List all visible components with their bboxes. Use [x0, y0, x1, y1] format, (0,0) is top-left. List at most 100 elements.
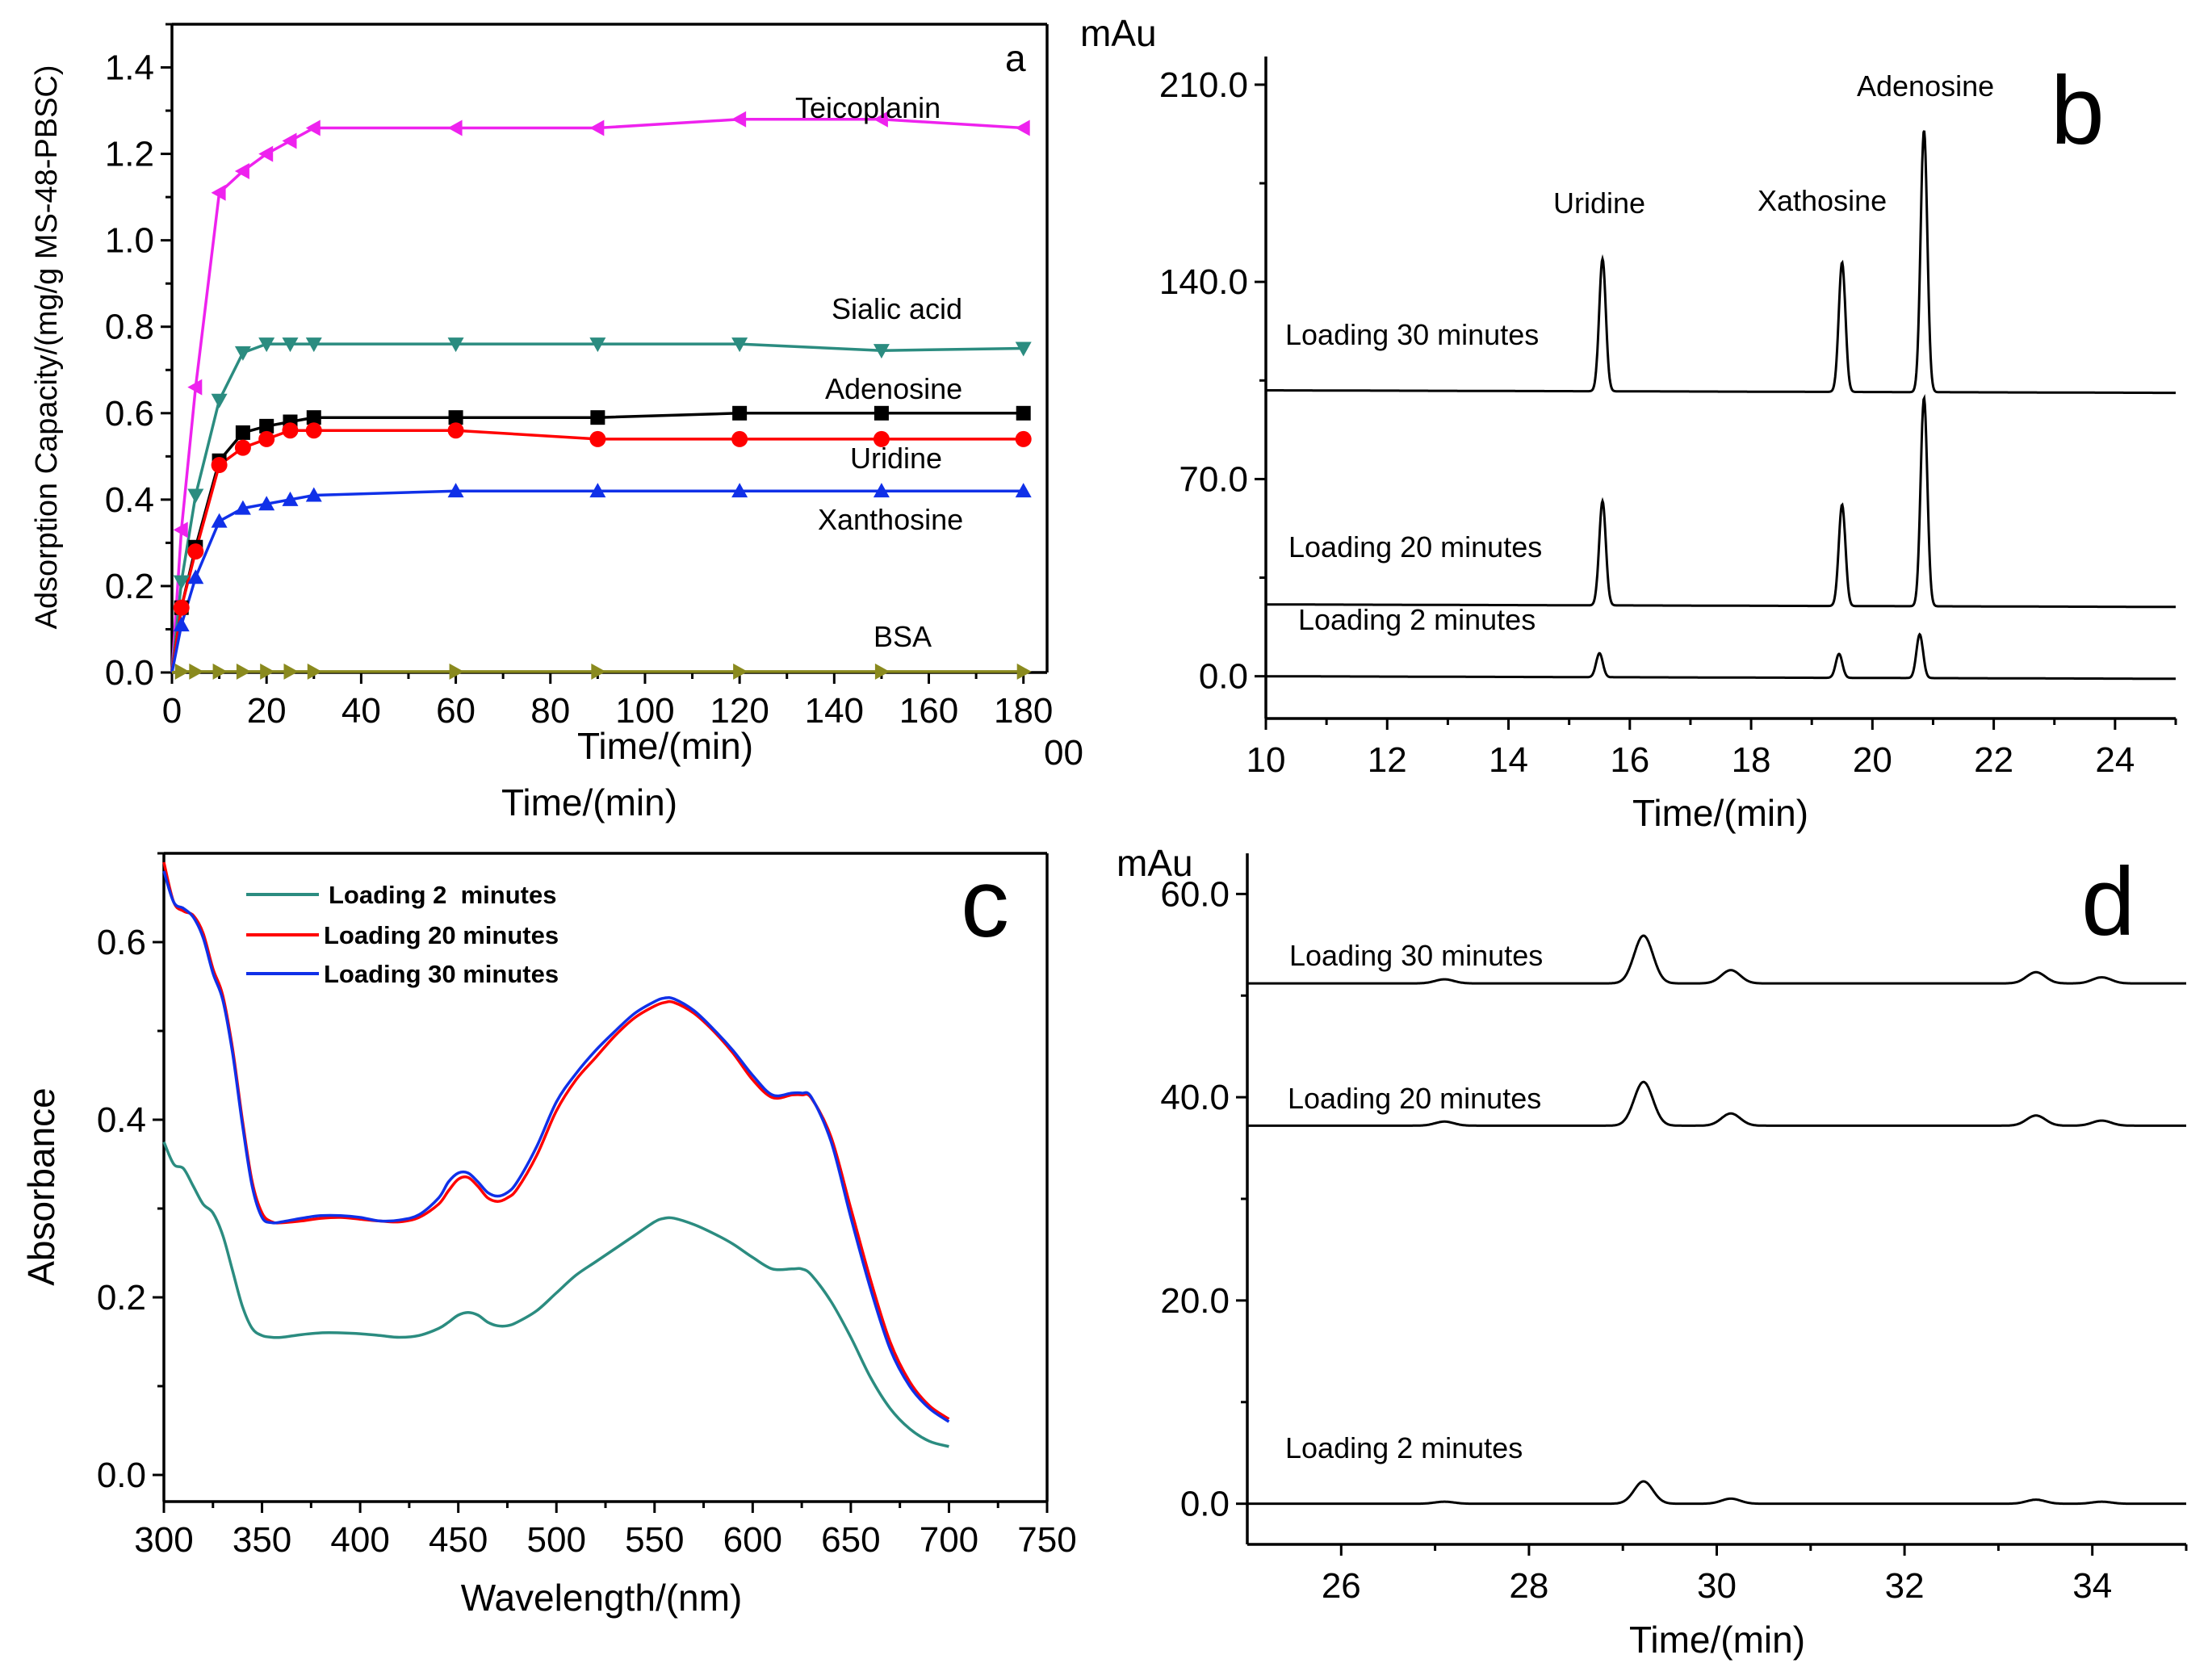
- marker-sialic-acid: [305, 337, 322, 353]
- y-tick-label: 1.4: [105, 48, 154, 88]
- x-tick-label: 300: [134, 1520, 193, 1560]
- marker-uridine: [589, 430, 606, 447]
- x-tick-label: 20: [247, 691, 287, 731]
- marker-xanthosine: [258, 496, 275, 511]
- panel-b-traces: [1266, 130, 2176, 681]
- series-label-adenosine: Adenosine: [825, 372, 962, 405]
- marker-teicoplanin: [282, 132, 297, 149]
- trace-label-loading-2-minutes: Loading 2 minutes: [1298, 603, 1536, 636]
- panel-a: 0 20 40 60 80 100 120 140 160 180 0.0 0.2 0.4 0.6 0.8 1…: [30, 23, 1083, 823]
- x-tick-label: 400: [330, 1520, 389, 1560]
- panel-c: 300 350 400 450 500 550 600 650 700 750 0.0 0.2 0.4 0…: [20, 849, 1077, 1619]
- panel-c-x-title: Wavelength/(nm): [461, 1577, 743, 1619]
- marker-sialic-acid: [731, 337, 748, 353]
- spectrum-loading-30-minutes: [162, 870, 950, 1423]
- marker-uridine: [731, 430, 748, 447]
- y-tick-label: 0.0: [105, 653, 154, 693]
- panel-c-spectra: [162, 861, 950, 1448]
- y-tick-label: 40.0: [1160, 1078, 1230, 1117]
- trace-label-loading-30-minutes-d: Loading 30 minutes: [1289, 939, 1543, 972]
- marker-bsa: [236, 663, 251, 680]
- marker-teicoplanin: [211, 184, 226, 201]
- panel-d-y-unit: mAu: [1117, 842, 1193, 884]
- marker-xanthosine: [1015, 483, 1032, 498]
- trace-loading-20-minutes: [1266, 393, 2176, 609]
- x-tick-label: 160: [899, 691, 958, 731]
- y-tick-label: 1.2: [105, 135, 154, 174]
- spectrum-loading-2-minutes: [162, 1141, 949, 1448]
- marker-teicoplanin: [305, 119, 321, 136]
- x-tick-label: 500: [527, 1520, 586, 1560]
- marker-sialic-acid: [873, 344, 890, 359]
- panel-d-axis-ticks: 26 28 30 32 34 0.0 20.0 40.0 60.0: [1160, 874, 2188, 1606]
- x-tick-label: 100: [615, 691, 674, 731]
- trace-label-loading-2-minutes-d: Loading 2 minutes: [1285, 1431, 1523, 1464]
- legend-label-2-minutes: Loading 2 minutes: [329, 881, 556, 909]
- marker-bsa: [733, 663, 748, 680]
- panel-letter-c: c: [961, 849, 1009, 957]
- series-label-xanthosine: Xanthosine: [818, 503, 963, 536]
- x-tick-label: 24: [2095, 740, 2135, 780]
- marker-teicoplanin: [873, 111, 888, 128]
- panel-a-axis-ticks: 0 20 40 60 80 100 120 140 160 180 0.0 0.2 0.4 0.6 0.8 1…: [105, 23, 1053, 731]
- trace-label-loading-20-minutes-d: Loading 20 minutes: [1288, 1082, 1541, 1115]
- marker-bsa: [591, 663, 606, 680]
- panel-b-x-title: Time/(min): [1632, 792, 1808, 834]
- y-tick-label: 0.0: [1180, 1485, 1230, 1524]
- x-tick-label: 350: [233, 1520, 291, 1560]
- x-tick-label: 32: [1885, 1566, 1925, 1606]
- x-tick-label: 30: [1697, 1566, 1737, 1606]
- marker-sialic-acid: [447, 337, 464, 353]
- marker-teicoplanin: [731, 111, 747, 128]
- x-tick-label: 80: [530, 691, 570, 731]
- marker-xanthosine: [873, 483, 890, 498]
- marker-uridine: [173, 599, 190, 616]
- y-tick-label: 0.0: [97, 1456, 146, 1495]
- marker-teicoplanin: [589, 119, 605, 136]
- x-tick-label: 180: [994, 691, 1053, 731]
- marker-teicoplanin: [258, 145, 274, 162]
- marker-sialic-acid: [282, 337, 299, 353]
- marker-uridine: [258, 430, 275, 447]
- y-tick-label: 0.6: [97, 923, 146, 962]
- trace-loading-30-minutes: [1266, 130, 2176, 395]
- marker-bsa: [283, 663, 299, 680]
- x-tick-label: 34: [2072, 1566, 2112, 1606]
- marker-bsa: [307, 663, 322, 680]
- series-label-bsa: BSA: [874, 620, 932, 653]
- x-tick-label: 750: [1017, 1520, 1076, 1560]
- marker-sialic-acid: [234, 346, 251, 361]
- panel-d-traces: [1247, 934, 2186, 1506]
- marker-sialic-acid: [211, 393, 228, 408]
- x-tick-label: 650: [821, 1520, 880, 1560]
- y-tick-label: 0.4: [105, 480, 154, 520]
- x-tick-label: 14: [1489, 740, 1528, 780]
- y-tick-label: 1.0: [105, 221, 154, 261]
- trace-label-loading-20-minutes: Loading 20 minutes: [1288, 530, 1542, 563]
- peak-label-adenosine: Adenosine: [1857, 69, 1994, 103]
- trace-label-loading-30-minutes: Loading 30 minutes: [1285, 318, 1539, 351]
- marker-sialic-acid: [173, 575, 190, 590]
- panel-a-markers: [173, 111, 1032, 680]
- marker-xanthosine: [282, 491, 299, 506]
- y-tick-label: 140.0: [1159, 262, 1248, 302]
- marker-uridine: [187, 543, 204, 560]
- marker-sialic-acid: [589, 337, 606, 353]
- y-tick-label: 0.4: [97, 1100, 146, 1140]
- marker-adenosine: [448, 410, 463, 425]
- marker-adenosine: [259, 418, 274, 434]
- x-tick-label: 120: [710, 691, 769, 731]
- marker-adenosine: [306, 410, 321, 425]
- marker-uridine: [282, 422, 299, 439]
- trace-loading-2-minutes: [1247, 1480, 2186, 1506]
- panel-b-y-unit: mAu: [1080, 12, 1157, 54]
- panel-c-legend: Loading 2 minutes Loading 20 minutes Loa…: [246, 881, 559, 988]
- marker-uridine: [1015, 430, 1032, 447]
- marker-bsa: [1016, 663, 1032, 680]
- x-tick-label: 28: [1509, 1566, 1548, 1606]
- panel-a-series-labels: Teicoplanin Sialic acid Adenosine Uridin…: [795, 91, 963, 653]
- marker-bsa: [874, 663, 890, 680]
- panel-c-y-title: Absorbance: [20, 1087, 62, 1286]
- x-tick-label: 16: [1610, 740, 1649, 780]
- marker-teicoplanin: [173, 522, 188, 538]
